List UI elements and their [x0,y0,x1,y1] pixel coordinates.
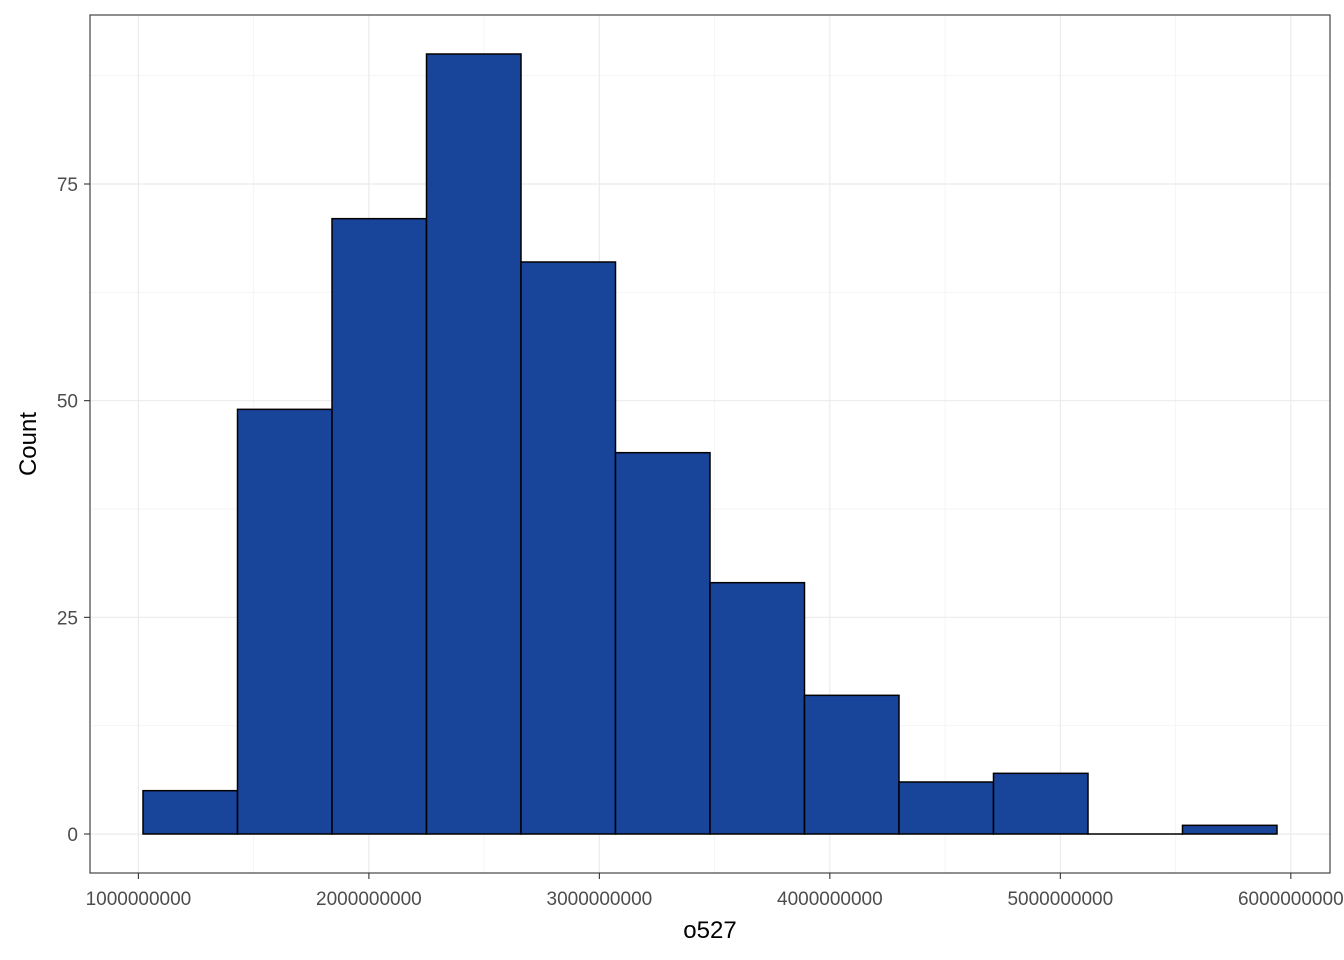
x-tick-label: 5000000000 [1007,889,1113,910]
x-tick-label: 4000000000 [777,889,883,910]
y-tick-label: 75 [57,175,78,196]
y-axis-title: Count [15,412,42,476]
x-tick-label: 6000000000 [1238,889,1344,910]
y-tick-label: 25 [57,608,78,629]
histogram-bar [1181,824,1278,835]
x-tick-label: 2000000000 [316,889,422,910]
histogram-bars [142,53,1278,835]
histogram-bar [898,781,995,835]
x-axis-title: o527 [683,917,736,944]
x-tick-label: 1000000000 [86,889,192,910]
histogram-bar [709,581,806,835]
histogram-bar [331,217,428,835]
y-tick-label: 50 [57,392,78,413]
panel-border [89,14,1331,874]
histogram-bar [236,408,333,835]
histogram-bar [992,772,1089,835]
y-tick-label: 0 [67,825,78,846]
histogram-bar [425,53,522,835]
histogram-bar [142,789,239,835]
histogram-bar [803,694,900,835]
histogram-bar [520,261,617,835]
x-axis: 1000000000 2000000000 3000000000 4000000000… [86,873,1344,910]
histogram-bar [614,451,711,835]
x-tick-label: 3000000000 [547,889,653,910]
y-axis: 0 25 50 75 [57,175,90,846]
